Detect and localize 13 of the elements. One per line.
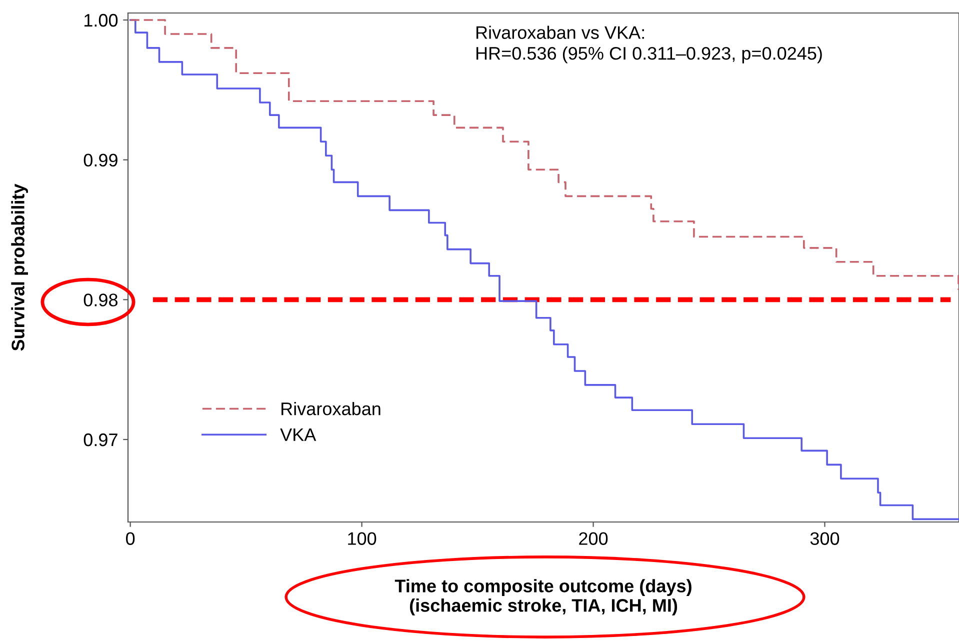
x-axis-title: Time to composite outcome (days) (ischaemic stroke, TIA, ICH, MI) bbox=[394, 579, 692, 616]
annotation: Rivaroxaban vs VKA: HR=0.536 (95% CI 0.311–0.923, p=0.0245) bbox=[476, 26, 822, 64]
legend-label: VKA bbox=[280, 428, 316, 441]
x-tick-label: 300 bbox=[810, 532, 840, 545]
y-tick-label: 0.97 bbox=[84, 433, 118, 446]
x-tick-label: 200 bbox=[579, 532, 608, 545]
legend-label: Rivaroxaban bbox=[282, 402, 380, 416]
y-axis-title: Survival probability bbox=[11, 184, 28, 351]
x-tick-label: 100 bbox=[348, 532, 376, 545]
y-tick-label: 1.00 bbox=[84, 14, 118, 27]
x-tick-label: 0 bbox=[126, 532, 135, 545]
y-tick-label: 0.98 bbox=[84, 294, 118, 306]
y-tick-label: 0.99 bbox=[84, 154, 118, 167]
